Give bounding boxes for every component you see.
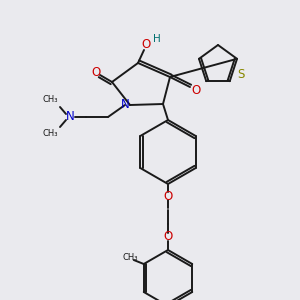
Text: O: O — [191, 83, 201, 97]
Text: CH₃: CH₃ — [122, 254, 137, 262]
Text: S: S — [238, 68, 245, 80]
Text: O: O — [164, 190, 172, 202]
Text: CH₃: CH₃ — [42, 130, 58, 139]
Text: H: H — [153, 34, 161, 44]
Text: CH₃: CH₃ — [42, 95, 58, 104]
Text: O: O — [141, 38, 151, 50]
Text: N: N — [66, 110, 74, 124]
Text: O: O — [164, 230, 172, 242]
Text: O: O — [92, 65, 100, 79]
Text: N: N — [121, 98, 129, 112]
